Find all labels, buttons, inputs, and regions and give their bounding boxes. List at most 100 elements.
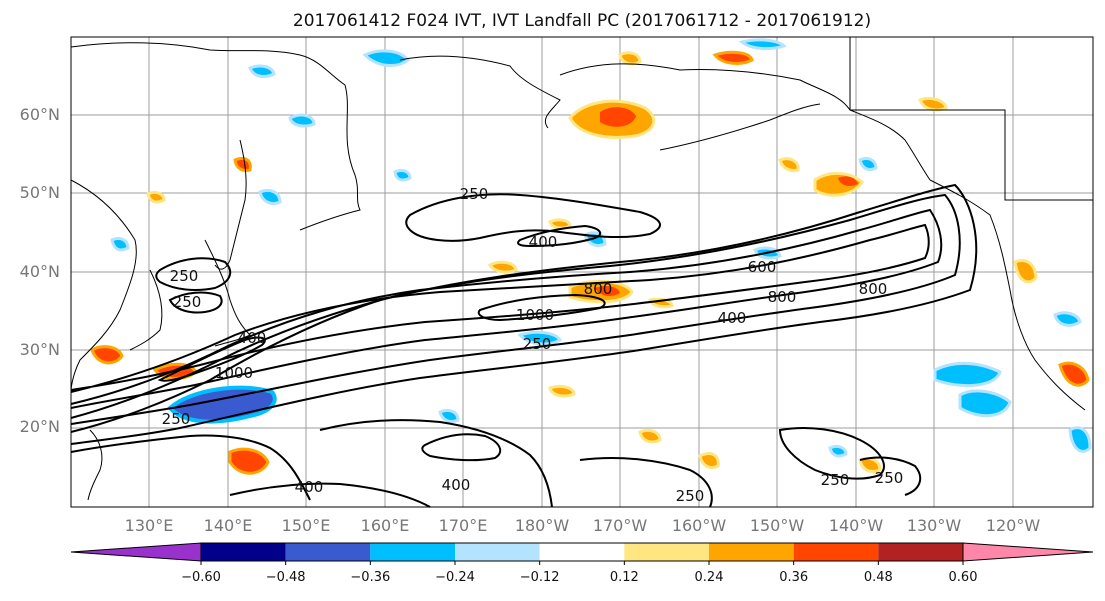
- colorbar-segment: [285, 543, 371, 561]
- ivt-contour-800: [70, 223, 930, 393]
- contour-label: 400: [238, 329, 267, 347]
- contour-label: 250: [523, 335, 552, 353]
- coast-alaska: [559, 63, 931, 181]
- pc-patch-blue-11: [1068, 426, 1092, 453]
- ivt-contour-north-inner: [517, 224, 602, 248]
- contour-label: 400: [529, 233, 558, 251]
- ivt-contour-400: [70, 193, 961, 425]
- pc-patch-mid-3: [548, 384, 576, 398]
- pc-patch-blue-5: [362, 49, 411, 67]
- colorbar-tick-label: −0.60: [181, 570, 221, 585]
- pc-patch-blue-8: [248, 64, 276, 78]
- pc-patch-west-coast: [1058, 361, 1090, 387]
- pc-patch-kamchatka: [233, 156, 252, 172]
- lon-label: 150°E: [282, 516, 331, 535]
- lon-label: 150°W: [750, 516, 805, 535]
- lon-label: 120°W: [986, 516, 1041, 535]
- coast-ne-border: [849, 37, 1093, 201]
- pc-patch-alaska-core: [600, 107, 636, 127]
- pc-patch-blue-13: [438, 408, 460, 424]
- colorbar-extend-low: [70, 542, 202, 562]
- pc-patch-bering: [712, 50, 754, 65]
- pc-patch-east-2: [638, 428, 662, 444]
- ivt-contour-south-4: [778, 427, 885, 480]
- colorbar-tick-label: −0.24: [435, 570, 475, 585]
- contour-label: 1000: [215, 364, 253, 382]
- contour-label: 250: [162, 410, 191, 428]
- coast-siberia: [70, 42, 361, 231]
- pc-patch-blue-6: [738, 38, 787, 51]
- ivt-contour-kuril: [155, 257, 232, 291]
- pc-patch-blue-3: [958, 389, 1012, 418]
- coastlines: [70, 37, 1093, 501]
- pc-patch-east-1: [778, 157, 800, 172]
- ivt-contour-kuril-2: [168, 291, 223, 314]
- ivt-contour-south-1: [319, 419, 553, 508]
- ivt-contour-south-2: [421, 433, 502, 462]
- longitude-labels: 130°E 140°E 150°E 160°E 170°E 180°W 170°…: [125, 516, 1041, 535]
- map-title: 2017061412 F024 IVT, IVT Landfall PC (20…: [293, 11, 871, 31]
- pc-patch-blue-16: [110, 236, 130, 252]
- colorbar-segment: [201, 543, 286, 561]
- pc-patch-mid-5: [548, 218, 572, 230]
- pc-patch-nw: [146, 190, 166, 204]
- contour-label: 250: [460, 185, 489, 203]
- contour-labels: 250 400 250 250 400 600 800 800 800 1000…: [162, 185, 904, 505]
- ivt-contour-250-outer: [70, 183, 978, 445]
- colorbar-tick-label: 0.12: [610, 570, 639, 585]
- colorbar-segment: [624, 543, 709, 561]
- ivt-contour-1000-mid: [477, 293, 606, 322]
- coast-korea: [129, 269, 163, 351]
- ivt-contour-north-loop: [405, 193, 662, 242]
- coast-kamchatka: [214, 139, 247, 270]
- pc-patch-blue-10: [258, 188, 282, 206]
- colorbar-tick-label: 0.48: [864, 570, 893, 585]
- lat-label: 20°N: [20, 417, 60, 436]
- colorbar-tick-label: −0.12: [520, 570, 560, 585]
- colorbar-segment: [455, 543, 540, 561]
- latitude-labels: 20°N 30°N 40°N 50°N 60°N: [20, 105, 60, 436]
- pc-patch-blue-2: [933, 361, 1002, 387]
- pc-patch-blue-17: [393, 168, 412, 182]
- colorbar-tick-label: −0.48: [266, 570, 306, 585]
- pc-patch-blue-4: [517, 330, 563, 346]
- pc-patch-north-3: [918, 96, 948, 112]
- contour-label: 800: [859, 280, 888, 298]
- colorbar-tick-label: 0.36: [779, 570, 808, 585]
- colorbar-tick-label: 0.24: [695, 570, 724, 585]
- lon-label: 180°W: [515, 516, 570, 535]
- colorbar-segment: [793, 543, 879, 561]
- contour-label: 250: [173, 293, 202, 311]
- ivt-contour-south-5: [859, 456, 922, 496]
- map-frame: [70, 36, 1094, 508]
- colorbar-frame: [200, 542, 964, 562]
- colorbar: −0.60 −0.48 −0.36 −0.24 −0.12 0.12 0.24 0.36 0.4…: [70, 542, 1094, 585]
- lon-label: 160°W: [672, 516, 727, 535]
- ivt-contour-south-3: [579, 457, 713, 508]
- ivt-contour-bottom-1: [229, 482, 431, 508]
- lat-label: 60°N: [20, 105, 60, 124]
- coast-alaska-pen: [659, 103, 821, 151]
- pc-patch-north-4: [618, 51, 642, 66]
- coast-japan: [204, 239, 251, 347]
- contour-label: 800: [768, 288, 797, 306]
- coast-na-west: [929, 179, 1086, 411]
- ivt-contour-600: [70, 208, 943, 409]
- pc-patch-mid-2: [487, 260, 518, 274]
- ivt-contour-west-1: [70, 434, 311, 501]
- pc-patch-blue-7: [1053, 311, 1082, 327]
- colorbar-segment: [539, 543, 625, 561]
- pc-patch-japan-sea: [90, 345, 124, 365]
- colorbar-extend-high: [962, 542, 1094, 562]
- contour-label: 1000: [516, 306, 554, 324]
- colorbar-segment: [370, 543, 455, 561]
- lon-label: 170°E: [439, 516, 488, 535]
- lon-label: 130°W: [907, 516, 962, 535]
- contour-label: 800: [584, 280, 613, 298]
- contour-label: 250: [170, 267, 199, 285]
- colorbar-segment: [709, 543, 794, 561]
- pc-patch-ne-1-core: [838, 176, 858, 186]
- ivt-contour-1000-west: [157, 336, 266, 382]
- lon-label: 140°E: [204, 516, 253, 535]
